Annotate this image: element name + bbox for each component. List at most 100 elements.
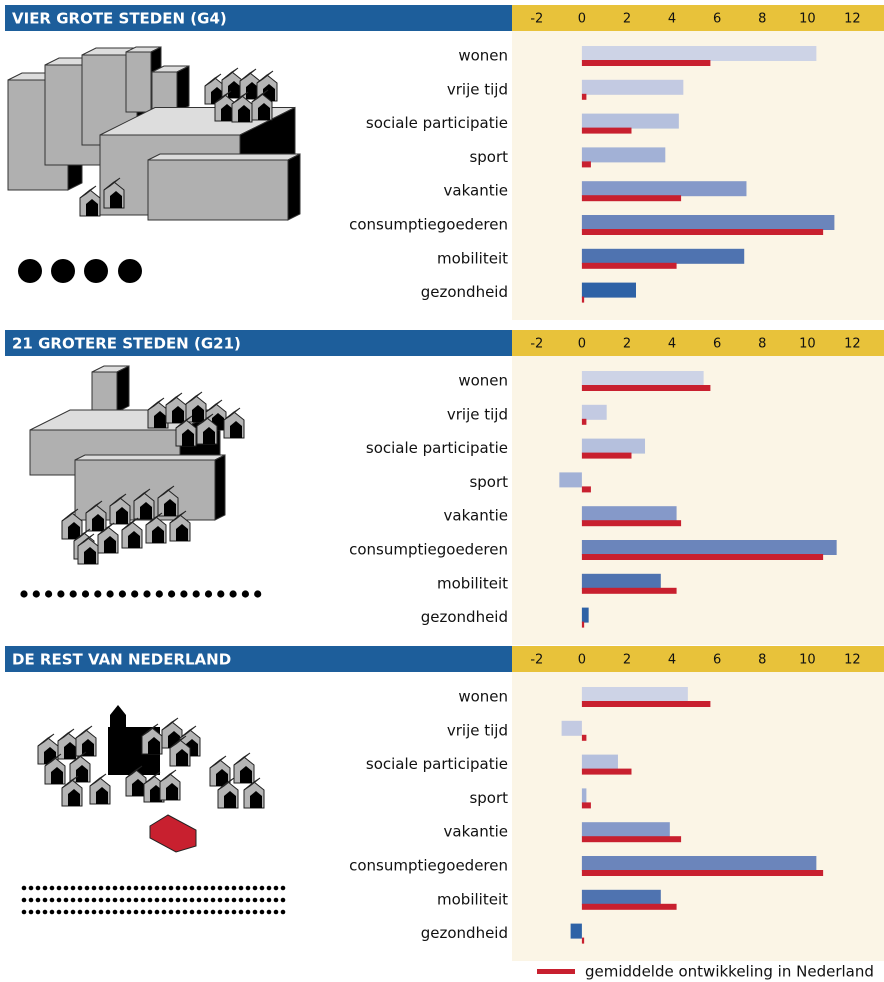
x-tick-label: 4 [668,337,676,352]
dot [63,885,69,891]
plot-background [512,646,884,961]
house [69,751,91,783]
category-label: wonen [458,47,508,65]
building-side [151,71,178,113]
dot [63,897,69,903]
house-roof [165,392,183,406]
house [251,89,273,121]
house-roof [133,488,151,502]
x-tick-label: 6 [713,12,721,27]
house [89,773,111,805]
average-bar [581,262,677,269]
house [79,185,101,217]
dot [273,909,279,915]
dot [217,885,223,891]
region-bar [581,438,646,454]
average-bar [581,734,587,741]
dot [147,909,153,915]
dot [133,897,139,903]
category-label: gezondheid [421,283,508,301]
average-bar [581,296,585,303]
building-front [287,153,301,221]
category-label: sport [469,789,508,807]
house-front [154,411,166,428]
house-front [240,766,252,783]
category-label: sociale participatie [366,114,508,132]
dot [168,590,176,598]
dot [143,590,151,598]
category-label: gezondheid [421,608,508,626]
dot [175,909,181,915]
dot [210,885,216,891]
house [141,723,163,755]
dot [182,885,188,891]
dot [56,909,62,915]
x-tick-label: 2 [623,653,631,668]
dot [42,897,48,903]
house-front [68,522,80,539]
building-side [147,159,289,221]
house-roof [44,753,62,767]
dot [91,897,97,903]
house [61,508,83,540]
average-bar [581,418,587,425]
dot [42,909,48,915]
x-tick-label: 8 [758,337,766,352]
dot [140,897,146,903]
house [75,725,97,757]
dot [126,885,132,891]
house-front [110,191,122,208]
house-roof [233,752,251,766]
average-bar [581,93,587,100]
average-bar [581,554,824,560]
house [159,769,181,801]
region-bar [581,856,817,871]
house-front [176,749,188,766]
house-roof [121,517,139,531]
dot [182,897,188,903]
dot [28,897,34,903]
region-bar [559,472,582,488]
building-front [116,365,130,413]
dot [98,909,104,915]
house [169,735,191,767]
dot [119,909,125,915]
region-bar [581,282,636,298]
dot [231,909,237,915]
header-bar [5,646,512,672]
house [61,775,83,807]
region-bar [570,923,582,939]
dot [81,590,90,598]
house [97,522,119,554]
dot [252,909,258,915]
house-front [92,514,104,531]
dot [229,590,237,598]
dot [217,897,223,903]
house-roof [147,397,165,411]
house-roof [97,522,115,536]
dot [203,909,209,915]
dot [69,590,77,598]
house-roof [77,533,95,547]
dot [154,909,160,915]
dot [77,909,83,915]
header-bar [5,330,512,356]
house [209,755,231,787]
category-label: consumptiegoederen [349,216,508,234]
house-front [228,81,240,98]
dot [20,590,28,598]
house-front [164,499,176,516]
house-front [82,739,94,756]
dot [259,885,265,891]
house-roof [79,185,97,199]
house [85,500,107,532]
house [243,777,265,809]
region-bar [581,889,661,905]
house [109,493,131,525]
dot [238,909,244,915]
x-tick-label: 10 [799,337,816,352]
dot [70,897,76,903]
house-roof [175,415,193,429]
house-roof [221,67,239,81]
